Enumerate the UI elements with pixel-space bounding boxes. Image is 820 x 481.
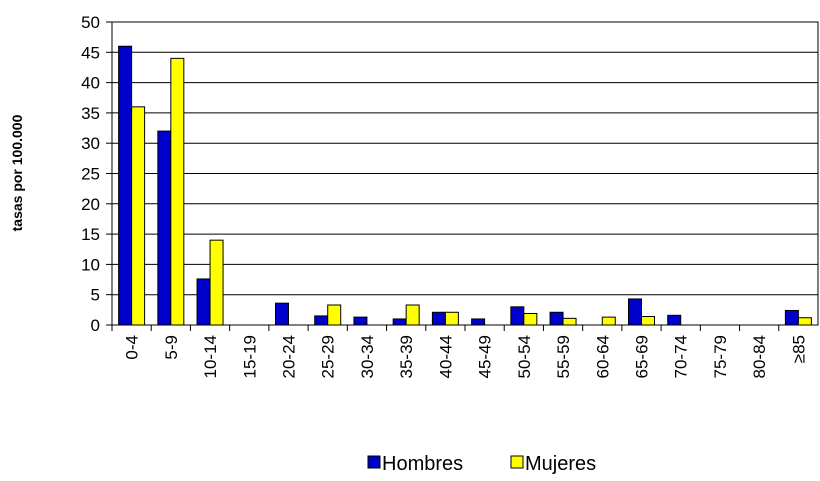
bar xyxy=(784,309,799,326)
x-tick-label: 65-69 xyxy=(633,335,652,378)
bar xyxy=(549,311,564,326)
y-tick-label: 5 xyxy=(91,286,100,305)
y-tick-label: 35 xyxy=(81,104,100,123)
x-tick-label: 80-84 xyxy=(750,335,769,378)
legend-label: Mujeres xyxy=(525,453,596,475)
x-tick-label: 10-14 xyxy=(201,335,220,378)
bar xyxy=(196,278,211,326)
x-tick-label: 35-39 xyxy=(397,335,416,378)
y-tick-label: 10 xyxy=(81,255,100,274)
bar xyxy=(562,317,577,326)
bar xyxy=(510,306,525,326)
y-tick-label: 15 xyxy=(81,225,100,244)
bar xyxy=(641,316,655,326)
bar xyxy=(523,312,538,326)
bar xyxy=(797,317,812,326)
x-tick-label: ≥85 xyxy=(789,335,808,363)
x-tick-label: 15-19 xyxy=(240,335,259,378)
y-tick-label: 20 xyxy=(81,195,100,214)
legend-swatch xyxy=(510,455,524,469)
x-tick-label: 60-64 xyxy=(593,335,612,378)
bar xyxy=(353,316,368,326)
bar xyxy=(628,298,642,326)
x-tick-label: 0-4 xyxy=(123,335,142,360)
bar xyxy=(275,302,289,326)
bar xyxy=(170,57,185,326)
legend-swatch xyxy=(367,455,381,469)
x-tick-label: 25-29 xyxy=(319,335,338,378)
bar xyxy=(444,311,459,326)
x-tick-label: 70-74 xyxy=(672,335,691,378)
bar xyxy=(405,304,420,326)
y-tick-label: 0 xyxy=(91,316,100,335)
bar xyxy=(327,304,342,326)
bar xyxy=(601,316,616,326)
bar xyxy=(471,318,486,326)
bar xyxy=(314,315,329,326)
x-tick-label: 75-79 xyxy=(711,335,730,378)
bar xyxy=(392,318,407,326)
x-tick-label: 40-44 xyxy=(436,335,455,378)
y-tick-label: 40 xyxy=(81,74,100,93)
y-axis-label: tasas por 100.000 xyxy=(9,114,25,231)
bar xyxy=(131,106,146,326)
y-tick-label: 45 xyxy=(81,43,100,62)
y-tick-label: 50 xyxy=(81,13,100,32)
y-tick-label: 30 xyxy=(81,134,100,153)
x-tick-label: 5-9 xyxy=(162,335,181,360)
x-tick-label: 55-59 xyxy=(554,335,573,378)
bar xyxy=(431,311,446,326)
bar xyxy=(118,45,133,326)
x-tick-label: 30-34 xyxy=(358,335,377,378)
y-tick-label: 25 xyxy=(81,165,100,184)
legend-label: Hombres xyxy=(382,453,463,475)
bar xyxy=(209,239,224,326)
x-tick-label: 20-24 xyxy=(280,335,299,378)
x-tick-label: 50-54 xyxy=(515,335,534,378)
x-tick-label: 45-49 xyxy=(476,335,495,378)
bar xyxy=(157,130,172,326)
bar xyxy=(667,314,682,326)
